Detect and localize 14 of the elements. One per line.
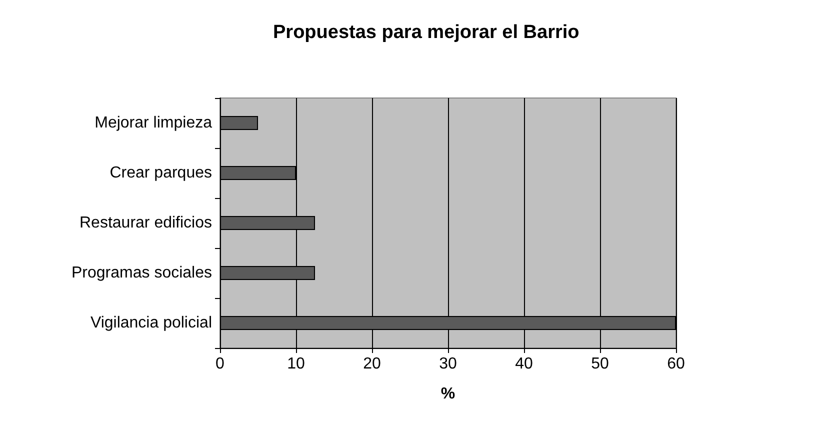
x-tick-label: 40	[515, 356, 533, 372]
x-axis-title: %	[440, 386, 456, 402]
x-tick-label: 10	[287, 356, 305, 372]
y-tick-label: Programas sociales	[72, 264, 212, 282]
x-tick-label: 20	[363, 356, 381, 372]
y-tick-label: Vigilancia policial	[90, 314, 212, 332]
x-tick-label: 30	[439, 356, 457, 372]
x-tick-label: 60	[667, 356, 685, 372]
x-tick-label: 50	[591, 356, 609, 372]
chart-title: Propuestas para mejorar el Barrio	[273, 22, 580, 43]
y-tick-label: Mejorar limpieza	[94, 114, 212, 132]
y-tick-label: Crear parques	[110, 164, 212, 182]
y-tick-label: Restaurar edificios	[80, 214, 212, 232]
x-tick-label: 0	[216, 356, 225, 372]
